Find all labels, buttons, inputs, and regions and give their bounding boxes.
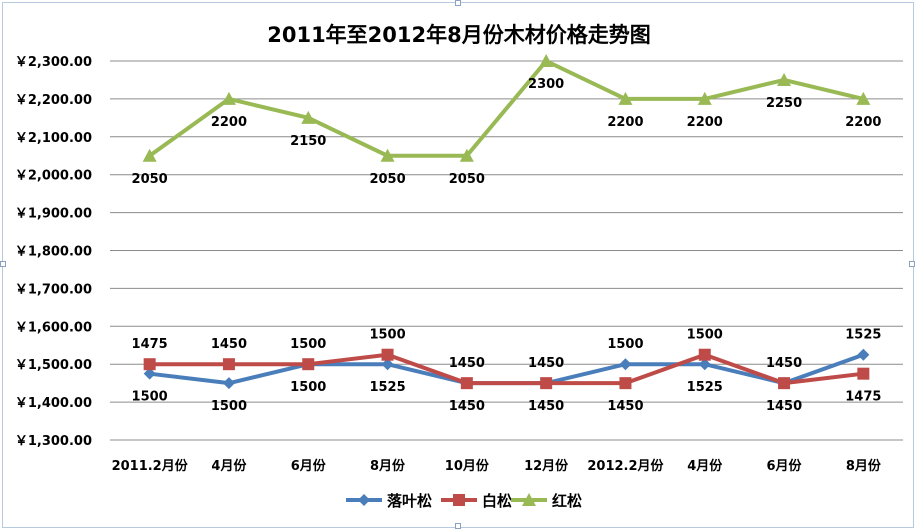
data-label: 1500 <box>369 328 405 343</box>
series-line-square <box>149 352 864 386</box>
data-label: 1450 <box>211 337 247 352</box>
data-point-diamond <box>381 358 394 371</box>
x-tick-label: 10月份 <box>445 458 490 474</box>
data-labels: 1500 1500 1500 1525 1450 1450 1500 1525 1450 1525… <box>132 77 882 414</box>
y-tick-label: ￥2,100.00 <box>15 131 92 146</box>
data-label: 1525 <box>845 328 881 343</box>
x-tick-label: 4月份 <box>211 458 247 474</box>
data-point-triangle <box>697 91 712 105</box>
y-tick-label: ￥1,600.00 <box>15 320 92 335</box>
data-label: 2300 <box>528 77 564 92</box>
data-point-diamond <box>698 358 711 371</box>
x-tick-label: 2011.2月份 <box>112 458 189 474</box>
data-point-triangle <box>142 148 157 162</box>
legend-label: 落叶松 <box>387 492 432 510</box>
data-point-square <box>302 358 315 371</box>
resize-handle-left[interactable] <box>0 261 6 267</box>
y-axis-tick-labels: ￥1,300.00 ￥1,400.00 ￥1,500.00 ￥1,600.00 ￥1,7… <box>15 55 92 449</box>
data-label: 1475 <box>845 390 881 405</box>
data-label: 1450 <box>449 356 485 371</box>
data-point-diamond <box>222 377 235 390</box>
data-point-square <box>857 367 870 380</box>
data-label: 1450 <box>766 399 802 414</box>
data-point-square <box>698 348 711 361</box>
data-label: 1450 <box>607 399 643 414</box>
legend: 落叶松 白松 红松 <box>346 492 582 510</box>
data-label: 2250 <box>766 96 802 111</box>
x-axis-tick-labels: 2011.2月份 4月份 6月份 8月份 10月份 12月份 2012.2月份 4月份 6月份 8… <box>112 458 882 474</box>
y-tick-label: ￥1,400.00 <box>15 396 92 411</box>
data-point-square <box>540 377 553 390</box>
data-label: 2150 <box>290 134 326 149</box>
x-tick-label: 8月份 <box>846 458 882 474</box>
y-tick-label: ￥1,300.00 <box>15 434 92 449</box>
data-label: 1475 <box>132 337 168 352</box>
data-label: 1500 <box>211 399 247 414</box>
data-label: 1525 <box>687 380 723 395</box>
series-lines <box>142 54 871 390</box>
data-label: 1500 <box>607 337 643 352</box>
y-tick-label: ￥1,500.00 <box>15 358 92 373</box>
data-label: 2200 <box>845 115 881 130</box>
data-label: 1450 <box>528 356 564 371</box>
series-line-diamond <box>149 352 865 386</box>
data-label: 1450 <box>528 399 564 414</box>
x-tick-label: 6月份 <box>767 458 803 474</box>
data-point-diamond <box>619 358 632 371</box>
data-label: 1450 <box>766 356 802 371</box>
data-point-triangle <box>856 91 871 105</box>
data-label: 1500 <box>687 328 723 343</box>
chart-title: 2011年至2012年8月份木材价格走势图 <box>267 23 651 47</box>
data-label: 2050 <box>449 172 485 187</box>
data-point-triangle <box>459 148 474 162</box>
data-point-square <box>222 358 235 371</box>
data-label: 1500 <box>132 390 168 405</box>
data-point-square <box>453 494 465 506</box>
x-tick-label: 8月份 <box>370 458 406 474</box>
x-tick-label: 12月份 <box>524 458 569 474</box>
data-point-triangle <box>221 91 236 105</box>
data-label: 1500 <box>290 337 326 352</box>
data-label: 1525 <box>369 380 405 395</box>
data-point-diamond <box>143 367 156 380</box>
data-label: 1450 <box>449 399 485 414</box>
x-tick-label: 6月份 <box>291 458 327 474</box>
data-point-triangle <box>301 110 316 124</box>
resize-handle-right[interactable] <box>909 261 915 267</box>
data-label: 2200 <box>607 115 643 130</box>
data-point-square <box>381 348 394 361</box>
y-tick-label: ￥1,800.00 <box>15 245 92 260</box>
resize-handle-top[interactable] <box>455 0 461 6</box>
data-point-diamond <box>358 494 370 506</box>
data-point-triangle <box>539 54 554 67</box>
y-tick-label: ￥1,700.00 <box>15 282 92 297</box>
legend-label: 白松 <box>482 492 512 510</box>
data-label: 2050 <box>132 172 168 187</box>
data-label: 2050 <box>369 172 405 187</box>
data-point-square <box>460 377 473 390</box>
data-label: 2200 <box>211 115 247 130</box>
y-tick-label: ￥2,200.00 <box>15 93 92 108</box>
data-point-triangle <box>380 148 395 162</box>
data-point-triangle <box>522 493 536 506</box>
y-tick-label: ￥2,000.00 <box>15 169 92 184</box>
data-point-square <box>143 358 156 371</box>
legend-label: 红松 <box>552 492 582 510</box>
data-point-triangle <box>777 72 792 86</box>
data-point-square <box>778 377 791 390</box>
resize-handle-bottom[interactable] <box>455 523 461 529</box>
y-tick-label: ￥2,300.00 <box>15 55 92 70</box>
data-point-triangle <box>618 91 633 105</box>
y-tick-label: ￥1,900.00 <box>15 207 92 222</box>
x-tick-label: 4月份 <box>687 458 723 474</box>
series-line-triangle <box>148 59 864 158</box>
data-point-diamond <box>857 348 870 361</box>
data-label: 2200 <box>687 115 723 130</box>
data-label: 1500 <box>290 380 326 395</box>
data-point-square <box>619 377 632 390</box>
x-tick-label: 2012.2月份 <box>587 458 664 474</box>
